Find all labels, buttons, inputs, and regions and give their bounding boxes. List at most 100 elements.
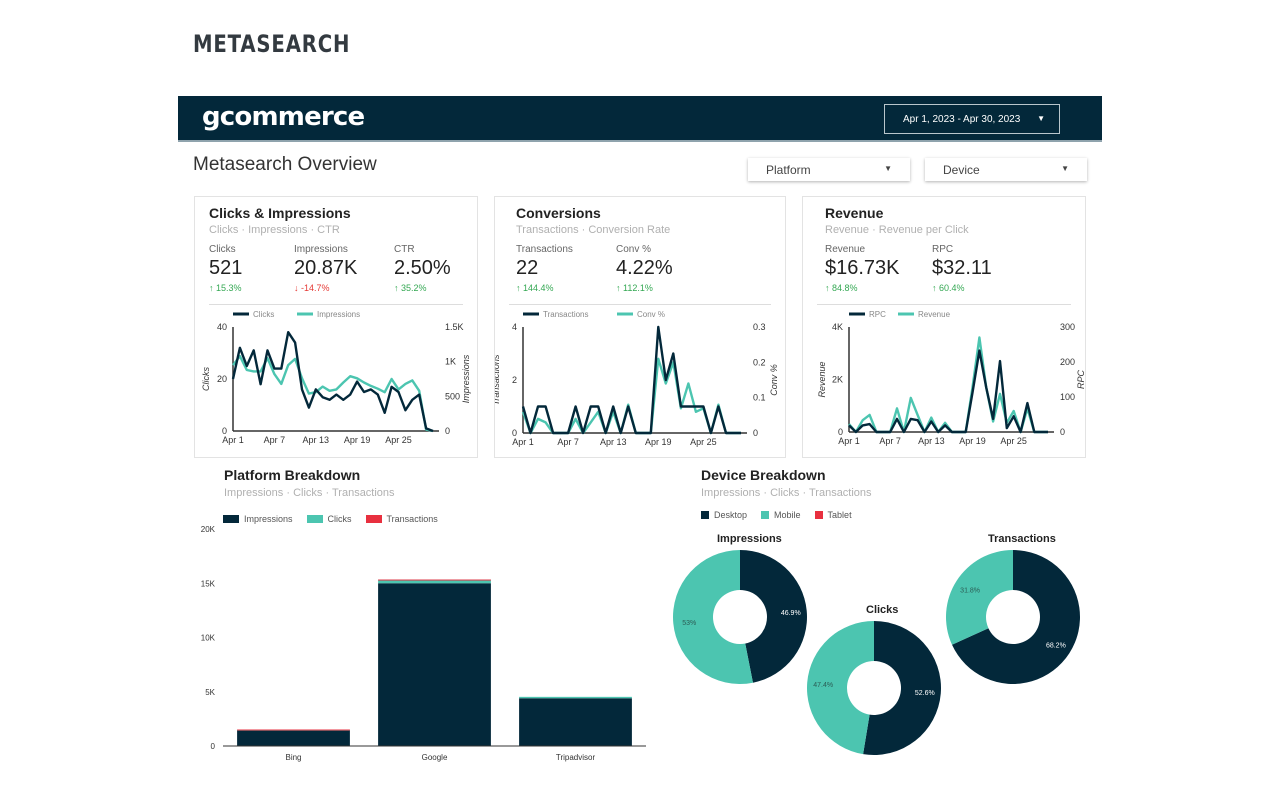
legend-label: Clicks [253,310,274,319]
x-tick-label: Bing [285,753,301,762]
kpi-conv-rate: Conv % 4.22% ↑ 112.1% [616,244,673,293]
y-tick-label: 5K [205,688,215,697]
arrow-up-icon: ↑ [209,283,217,293]
right-tick-label: 0.1 [753,393,766,403]
right-tick-label: 1K [445,357,456,367]
legend-label: Transactions [543,310,589,319]
donut-title-clicks: Clicks [866,604,899,616]
kpi-delta: ↓ -14.7% [294,283,330,293]
bar-google-clicks [378,579,491,584]
kpi-delta: ↑ 15.3% [209,283,242,293]
kpi-value: 4.22% [616,257,673,279]
kpi-label: RPC [932,244,954,255]
left-tick-label: 20 [217,374,227,384]
device-breakdown-subtitle: Impressions · Clicks · Transactions [701,487,872,499]
revenue-card: Revenue Revenue · Revenue per Click Reve… [802,196,1086,458]
kpi-value: 20.87K [294,257,358,279]
card-subtitle: Revenue · Revenue per Click [825,224,969,236]
x-tick-label: Google [422,753,448,762]
bar-bing-transactions [237,729,350,731]
left-tick-label: 0 [222,426,227,436]
y-tick-label: 0 [211,742,216,751]
platform-breakdown-title: Platform Breakdown [224,467,361,483]
brand-title: METASEARCH [193,30,351,58]
left-axis-label: Clicks [201,367,211,391]
y-tick-label: 20K [201,525,216,534]
x-tick-label: Apr 19 [645,437,672,447]
device-breakdown-title: Device Breakdown [701,467,826,483]
left-axis-label: Transactions [495,354,501,405]
kpi-transactions: Transactions 22 ↑ 144.4% [516,244,573,293]
kpi-impressions: Impressions 20.87K ↓ -14.7% [294,244,357,293]
arrow-down-icon: ↓ [294,283,302,293]
series-line-rpc [848,349,1048,434]
donut-slice-impressions-desktop [740,550,807,683]
right-tick-label: 500 [445,391,460,401]
arrow-up-icon: ↑ [394,283,402,293]
kpi-ctr: CTR 2.50% ↑ 35.2% [394,244,451,293]
left-tick-label: 4K [832,322,843,332]
kpi-rpc: RPC $32.11 ↑ 60.4% [932,244,992,293]
donut-slice-label: 31.8% [960,587,980,594]
arrow-up-icon: ↑ [616,283,624,293]
left-axis-label: Revenue [817,361,827,397]
card-title: Clicks & Impressions [209,205,351,221]
kpi-label: Conv % [616,244,652,255]
donut-title-impressions: Impressions [717,533,782,545]
left-tick-label: 0 [512,428,517,438]
platform-bar-chart: 0 5K 10K 15K 20K Bing Google Tripadvisor [201,525,646,762]
kpi-delta: ↑ 112.1% [616,283,653,293]
conversions-card: Conversions Transactions · Conversion Ra… [494,196,786,458]
date-range-picker[interactable]: Apr 1, 2023 - Apr 30, 2023 ▼ [884,104,1060,134]
bar-bing-impressions [237,730,350,746]
device-legend: Desktop Mobile Tablet [701,510,852,520]
y-tick-label: 10K [201,634,216,643]
card-title: Revenue [825,205,884,221]
right-axis-label: Impressions [461,354,471,403]
legend-item-impressions: Impressions [223,514,293,524]
kpi-delta: ↑ 35.2% [394,283,427,293]
caret-down-icon: ▼ [884,164,892,173]
x-tick-label: Apr 25 [690,437,717,447]
donut-slice-label: 68.2% [1046,643,1066,650]
right-tick-label: 0.2 [753,357,766,367]
kpi-delta: ↑ 144.4% [516,283,554,293]
x-tick-label: Apr 1 [222,435,244,445]
date-range-value: Apr 1, 2023 - Apr 30, 2023 [903,114,1021,125]
legend-item-mobile: Mobile [761,510,801,520]
x-tick-label: Apr 13 [918,436,945,446]
device-filter[interactable]: Device ▼ [925,158,1087,181]
platform-breakdown-subtitle: Impressions · Clicks · Transactions [224,487,395,499]
kpi-revenue: Revenue $16.73K ↑ 84.8% [825,244,900,293]
x-tick-label: Apr 1 [512,437,534,447]
left-tick-label: 4 [512,322,517,332]
right-tick-label: 0.3 [753,322,766,332]
page-title: Metasearch Overview [193,154,377,175]
right-axis-label: Conv % [769,364,779,396]
legend-label: Impressions [317,310,360,319]
kpi-value: 22 [516,257,539,279]
caret-down-icon: ▼ [1037,114,1045,123]
right-tick-label: 200 [1060,357,1075,367]
kpi-label: CTR [394,244,415,255]
x-tick-label: Apr 7 [879,436,901,446]
legend-item-desktop: Desktop [701,510,747,520]
x-tick-label: Tripadvisor [556,753,596,762]
kpi-label: Revenue [825,244,866,255]
donut-slice-label: 52.6% [915,690,935,697]
y-tick-label: 15K [201,579,216,588]
donut-slice-label: 47.4% [813,682,833,689]
donut-title-transactions: Transactions [988,533,1056,545]
device-filter-label: Device [943,163,980,177]
platform-filter[interactable]: Platform ▼ [748,158,910,181]
left-tick-label: 2 [512,375,517,385]
kpi-delta: ↑ 84.8% [825,283,858,293]
left-tick-label: 40 [217,322,227,332]
legend-item-clicks: Clicks [306,514,352,524]
arrow-up-icon: ↑ [516,283,524,293]
divider [509,304,771,305]
bar-google-impressions [378,583,491,746]
kpi-value: 2.50% [394,257,451,279]
platform-legend: Impressions Clicks Transactions [223,514,438,524]
legend-label: Revenue [918,310,951,319]
